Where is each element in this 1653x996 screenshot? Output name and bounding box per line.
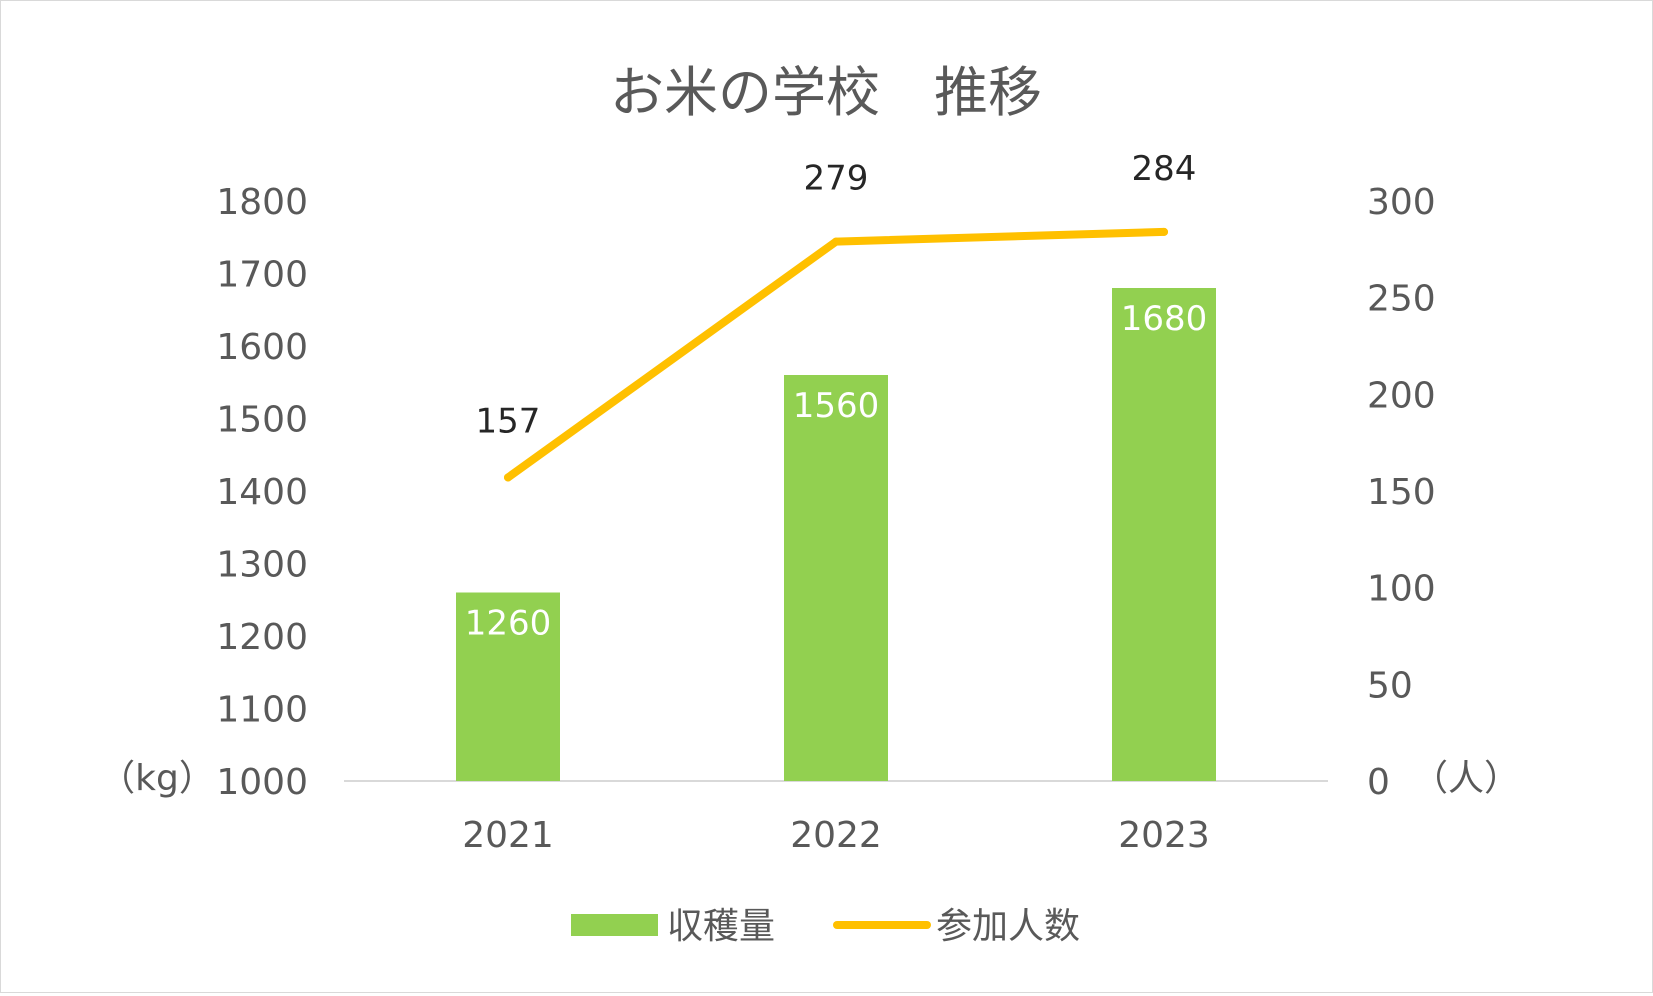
x-axis-ticks: 2021 2022 2023 [462, 815, 1210, 856]
line-point [832, 237, 840, 246]
right-axis-tick-label: 300 [1367, 182, 1436, 223]
left-axis-ticks: 1000 1100 1200 1300 1400 1500 1600 1700 1800 [216, 182, 308, 803]
chart-title: お米の学校 推移 [610, 61, 1042, 124]
bar-value-label: 1260 [465, 604, 552, 644]
legend-swatch-harvest [571, 914, 658, 936]
left-axis-tick-label: 1500 [216, 400, 308, 441]
left-axis-tick-label: 1200 [216, 617, 308, 658]
line-value-label: 157 [476, 401, 541, 441]
bar-value-label: 1560 [793, 386, 880, 426]
right-axis-tick-label: 250 [1367, 279, 1436, 320]
bar [784, 375, 888, 781]
left-axis-tick-label: 1000 [216, 762, 308, 803]
left-axis-unit-label: （kg） [99, 758, 215, 799]
bar-value-label: 1680 [1121, 299, 1208, 339]
left-axis-tick-label: 1100 [216, 690, 308, 731]
x-axis-tick-label: 2022 [790, 815, 882, 856]
line-data-labels: 157 279 284 [476, 149, 1197, 442]
right-axis-tick-label: 50 [1367, 665, 1413, 706]
line-value-label: 284 [1132, 149, 1197, 189]
x-axis-tick-label: 2023 [1118, 815, 1210, 856]
left-axis-tick-label: 1800 [216, 182, 308, 223]
line-point [504, 473, 512, 482]
right-axis-ticks: 0 50 100 150 200 250 300 [1367, 182, 1436, 803]
line-value-label: 279 [804, 159, 869, 199]
right-axis-tick-label: 150 [1367, 472, 1436, 513]
left-axis-tick-label: 1700 [216, 255, 308, 296]
legend-label-participants: 参加人数 [936, 906, 1080, 947]
legend-label-harvest: 収穫量 [667, 906, 775, 947]
left-axis-tick-label: 1400 [216, 472, 308, 513]
right-axis-tick-label: 200 [1367, 375, 1436, 416]
legend: 収穫量 参加人数 [571, 906, 1080, 947]
left-axis-tick-label: 1600 [216, 327, 308, 368]
right-axis-tick-label: 100 [1367, 569, 1436, 610]
bar [1112, 288, 1216, 781]
bar-data-labels: 1260 1560 1680 [465, 299, 1208, 644]
x-axis-tick-label: 2021 [462, 815, 554, 856]
line-point [1160, 227, 1168, 236]
line-series [504, 227, 1168, 482]
bar [456, 592, 560, 781]
bar-series [456, 288, 1216, 781]
left-axis-tick-label: 1300 [216, 545, 308, 586]
right-axis-unit-label: （人） [1412, 758, 1520, 799]
right-axis-tick-label: 0 [1367, 762, 1390, 803]
